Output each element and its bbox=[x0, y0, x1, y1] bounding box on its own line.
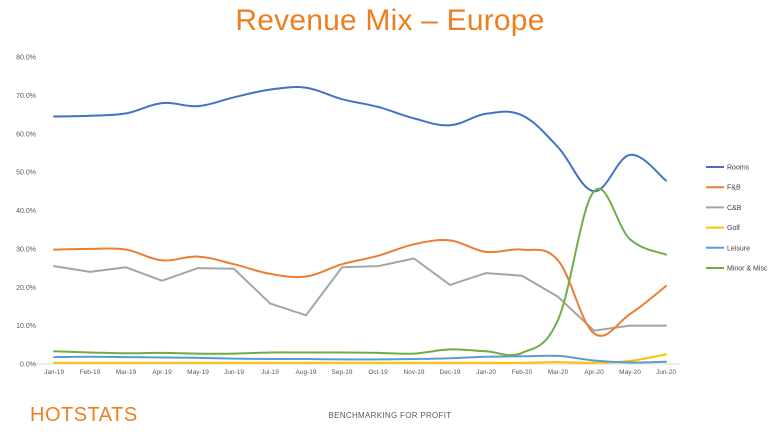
legend-label-minor-misc: Minor & Misc bbox=[727, 266, 768, 273]
x-tick-label: Jan-20 bbox=[476, 369, 496, 376]
x-tick-label: Jan-19 bbox=[44, 369, 64, 376]
series-lines bbox=[53, 86, 667, 364]
x-tick-label: May-19 bbox=[187, 369, 209, 376]
y-axis-ticks: 0.0% 10.0% 20.0% 30.0% 40.0% 50.0% 60.0% 70.0% 8… bbox=[16, 55, 36, 369]
legend: Rooms F&B C&B Golf Leisure Minor & Misc bbox=[706, 165, 768, 273]
x-tick-label: Feb-19 bbox=[80, 369, 101, 376]
y-tick-label: 0.0% bbox=[20, 362, 36, 369]
series-line-f-b bbox=[53, 239, 667, 337]
series-line-minor-misc bbox=[53, 187, 667, 357]
series-line-rooms bbox=[53, 86, 667, 193]
y-tick-label: 80.0% bbox=[16, 55, 36, 62]
series-line-golf bbox=[53, 353, 667, 364]
x-tick-label: Nov-19 bbox=[404, 369, 425, 376]
y-tick-label: 70.0% bbox=[16, 93, 36, 100]
legend-label-rooms: Rooms bbox=[727, 165, 750, 172]
y-tick-label: 60.0% bbox=[16, 131, 36, 138]
x-tick-label: Dec-19 bbox=[440, 369, 461, 376]
x-tick-label: Mar-20 bbox=[548, 369, 569, 376]
legend-label-c-b: C&B bbox=[727, 205, 742, 212]
x-tick-label: Sep-19 bbox=[332, 369, 353, 376]
x-tick-label: May-20 bbox=[619, 369, 641, 376]
x-tick-label: Jun-20 bbox=[656, 369, 676, 376]
chart-title: Revenue Mix – Europe bbox=[235, 4, 545, 37]
legend-label-golf: Golf bbox=[727, 225, 740, 232]
tagline: BENCHMARKING FOR PROFIT bbox=[328, 411, 452, 420]
legend-label-leisure: Leisure bbox=[727, 245, 750, 252]
x-axis-ticks: Jan-19 Feb-19 Mar-19 Apr-19 May-19 Jun-19 Jul-… bbox=[44, 369, 676, 376]
legend-label-f-b: F&B bbox=[727, 185, 741, 192]
series-line-leisure bbox=[53, 354, 667, 364]
x-tick-label: Apr-19 bbox=[152, 369, 172, 376]
y-tick-label: 10.0% bbox=[16, 323, 36, 330]
y-tick-label: 50.0% bbox=[16, 170, 36, 177]
x-tick-label: Aug-19 bbox=[296, 369, 317, 376]
x-tick-label: Apr-20 bbox=[584, 369, 604, 376]
x-tick-label: Jul-19 bbox=[261, 369, 279, 376]
x-tick-label: Jun-19 bbox=[224, 369, 244, 376]
x-tick-label: Feb-20 bbox=[512, 369, 533, 376]
x-tick-label: Mar-19 bbox=[116, 369, 137, 376]
y-tick-label: 20.0% bbox=[16, 285, 36, 292]
hotstats-logo: HOTSTATS bbox=[30, 404, 138, 426]
x-tick-label: Oct-19 bbox=[368, 369, 388, 376]
y-tick-label: 30.0% bbox=[16, 246, 36, 253]
y-tick-label: 40.0% bbox=[16, 208, 36, 215]
